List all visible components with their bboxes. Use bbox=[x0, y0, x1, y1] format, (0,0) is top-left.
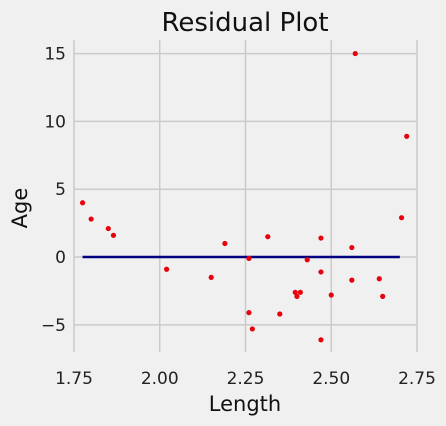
scatter-point bbox=[304, 257, 310, 263]
y-axis-label: Age bbox=[8, 188, 32, 229]
scatter-point bbox=[249, 326, 255, 332]
scatter-point bbox=[79, 200, 86, 206]
scatter-point bbox=[265, 234, 271, 240]
scatter-point bbox=[318, 235, 324, 241]
scatter-point bbox=[318, 337, 324, 343]
x-tick-label: 2.75 bbox=[398, 369, 436, 389]
x-tick-label: 1.75 bbox=[55, 369, 93, 389]
y-tick-labels: 15 10 5 0 −5 bbox=[41, 45, 66, 336]
scatter-point bbox=[246, 310, 252, 316]
scatter-point bbox=[246, 255, 252, 261]
scatter-point bbox=[277, 311, 283, 317]
y-tick-label: 15 bbox=[44, 45, 66, 65]
y-tick-label: 0 bbox=[55, 248, 66, 268]
scatter-point bbox=[404, 133, 410, 139]
scatter-point bbox=[88, 216, 94, 222]
chart-title: Residual Plot bbox=[161, 8, 328, 38]
scatter-point bbox=[376, 276, 382, 282]
x-axis-label: Length bbox=[209, 392, 281, 416]
scatter-point bbox=[318, 269, 324, 275]
data-points bbox=[79, 50, 410, 343]
scatter-point bbox=[164, 266, 170, 272]
scatter-point bbox=[398, 215, 405, 221]
scatter-point bbox=[352, 50, 358, 57]
scatter-point bbox=[208, 274, 214, 280]
x-tick-label: 2.25 bbox=[227, 369, 265, 389]
x-tick-label: 2.50 bbox=[312, 369, 350, 389]
scatter-point bbox=[328, 292, 334, 298]
x-tick-label: 2.00 bbox=[141, 369, 179, 389]
scatter-point bbox=[105, 225, 111, 232]
y-tick-label: 5 bbox=[55, 180, 66, 200]
scatter-point bbox=[380, 293, 386, 299]
scatter-point bbox=[297, 289, 303, 295]
scatter-point bbox=[222, 240, 228, 247]
y-tick-label: 10 bbox=[44, 112, 66, 132]
scatter-point bbox=[110, 232, 117, 238]
scatter-point bbox=[349, 244, 355, 251]
x-tick-labels: 1.75 2.00 2.25 2.50 2.75 bbox=[55, 369, 436, 389]
y-tick-label: −5 bbox=[41, 316, 66, 336]
scatter-point bbox=[292, 289, 298, 295]
scatter-point bbox=[349, 277, 355, 283]
scatter-point bbox=[294, 293, 300, 299]
